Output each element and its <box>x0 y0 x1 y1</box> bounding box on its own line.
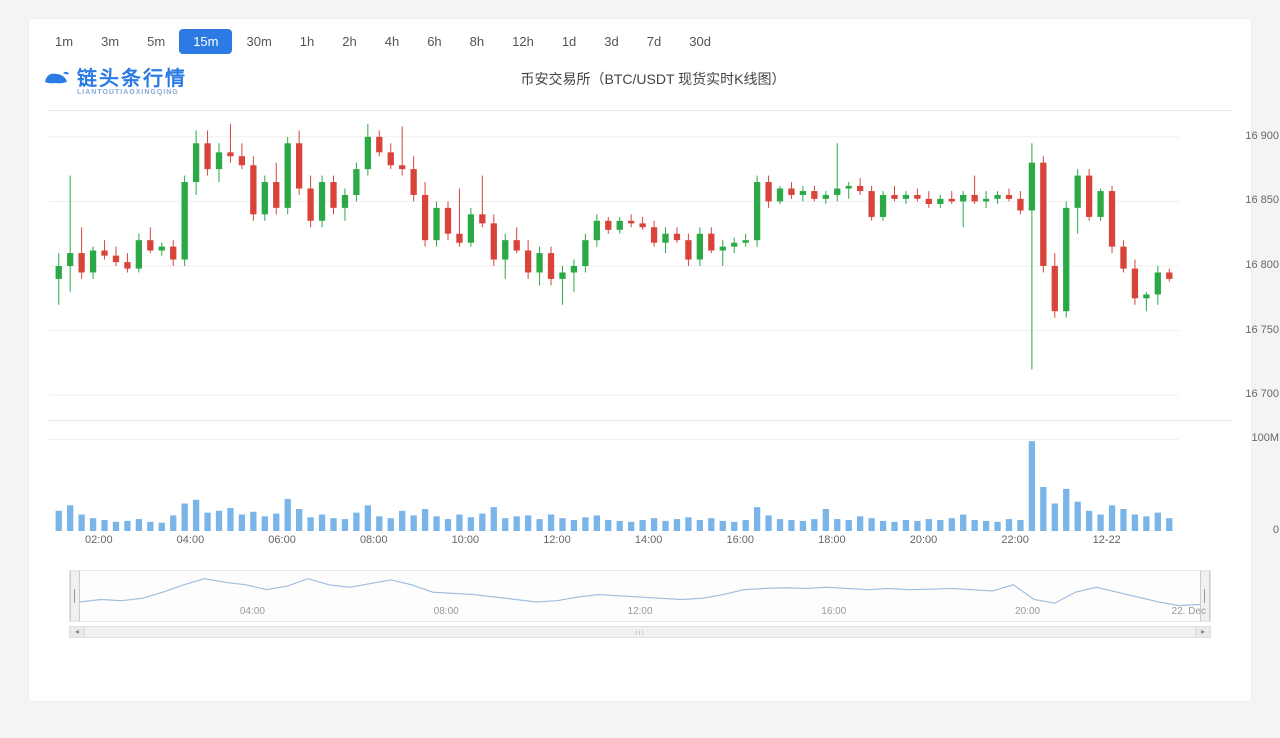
timeframe-30m[interactable]: 30m <box>232 29 285 54</box>
x-tick: 12:00 <box>543 534 571 546</box>
x-tick: 08:00 <box>360 534 388 546</box>
chart-area: 16 70016 75016 80016 85016 900 实时走势图 010… <box>49 110 1231 638</box>
price-ytick: 16 700 <box>1245 388 1279 400</box>
timeframe-15m[interactable]: 15m <box>179 29 232 54</box>
chart-card: 1m3m5m15m30m1h2h4h6h8h12h1d3d7d30d 链头条行情… <box>28 18 1252 702</box>
timeframe-tabs: 1m3m5m15m30m1h2h4h6h8h12h1d3d7d30d <box>29 19 1251 60</box>
x-tick: 16:00 <box>726 534 754 546</box>
horizontal-scrollbar[interactable]: ııı <box>69 626 1211 638</box>
scrollbar-grip[interactable]: ııı <box>635 628 645 637</box>
navigator-label: 04:00 <box>240 606 265 617</box>
timeframe-8h[interactable]: 8h <box>456 29 498 54</box>
timeframe-30d[interactable]: 30d <box>675 29 725 54</box>
x-tick: 04:00 <box>177 534 205 546</box>
price-pane[interactable]: 16 70016 75016 80016 85016 900 实时走势图 <box>49 110 1231 420</box>
timeframe-5m[interactable]: 5m <box>133 29 179 54</box>
price-ytick: 16 800 <box>1245 259 1279 271</box>
timeframe-1d[interactable]: 1d <box>548 29 590 54</box>
navigator-label: 08:00 <box>434 606 459 617</box>
timeframe-1h[interactable]: 1h <box>286 29 328 54</box>
x-tick: 12-22 <box>1093 534 1121 546</box>
volume-ytick: 0 <box>1273 524 1279 536</box>
timeframe-3m[interactable]: 3m <box>87 29 133 54</box>
volume-ytick: 100M <box>1251 432 1279 444</box>
timeframe-3d[interactable]: 3d <box>590 29 632 54</box>
navigator-handle-left[interactable] <box>70 571 80 621</box>
x-tick: 20:00 <box>910 534 938 546</box>
navigator-label: 12:00 <box>627 606 652 617</box>
header-row: 链头条行情 LIANTOUTIAOXINGQING 币安交易所（BTC/USDT… <box>29 60 1251 104</box>
price-ytick: 16 900 <box>1245 130 1279 142</box>
timeframe-7d[interactable]: 7d <box>633 29 675 54</box>
x-axis: 02:00 04:00 06:00 08:00 10:00 12:00 14:00 16:00… <box>49 530 1231 552</box>
x-tick: 18:00 <box>818 534 846 546</box>
price-axis-label: 实时走势图 <box>1276 241 1280 291</box>
timeframe-6h[interactable]: 6h <box>413 29 455 54</box>
price-ytick: 16 850 <box>1245 194 1279 206</box>
volume-pane[interactable]: 0100M 成交量 <box>49 420 1231 530</box>
timeframe-1m[interactable]: 1m <box>41 29 87 54</box>
timeframe-4h[interactable]: 4h <box>371 29 413 54</box>
price-ytick: 16 750 <box>1245 324 1279 336</box>
x-tick: 14:00 <box>635 534 663 546</box>
x-tick: 10:00 <box>452 534 480 546</box>
timeframe-2h[interactable]: 2h <box>328 29 370 54</box>
timeframe-12h[interactable]: 12h <box>498 29 548 54</box>
x-tick: 02:00 <box>85 534 113 546</box>
x-tick: 22:00 <box>1001 534 1029 546</box>
navigator-label: 20:00 <box>1015 606 1040 617</box>
logo-subtext: LIANTOUTIAOXINGQING <box>77 89 187 96</box>
volume-axis-label: 成交量 <box>1276 461 1280 491</box>
x-tick: 06:00 <box>268 534 296 546</box>
navigator-label: 22. Dec <box>1172 606 1206 617</box>
navigator-label: 16:00 <box>821 606 846 617</box>
chart-title: 币安交易所（BTC/USDT 现货实时K线图） <box>67 69 1239 89</box>
navigator[interactable]: 04:00 08:00 12:00 16:00 20:00 22. Dec <box>69 570 1211 622</box>
